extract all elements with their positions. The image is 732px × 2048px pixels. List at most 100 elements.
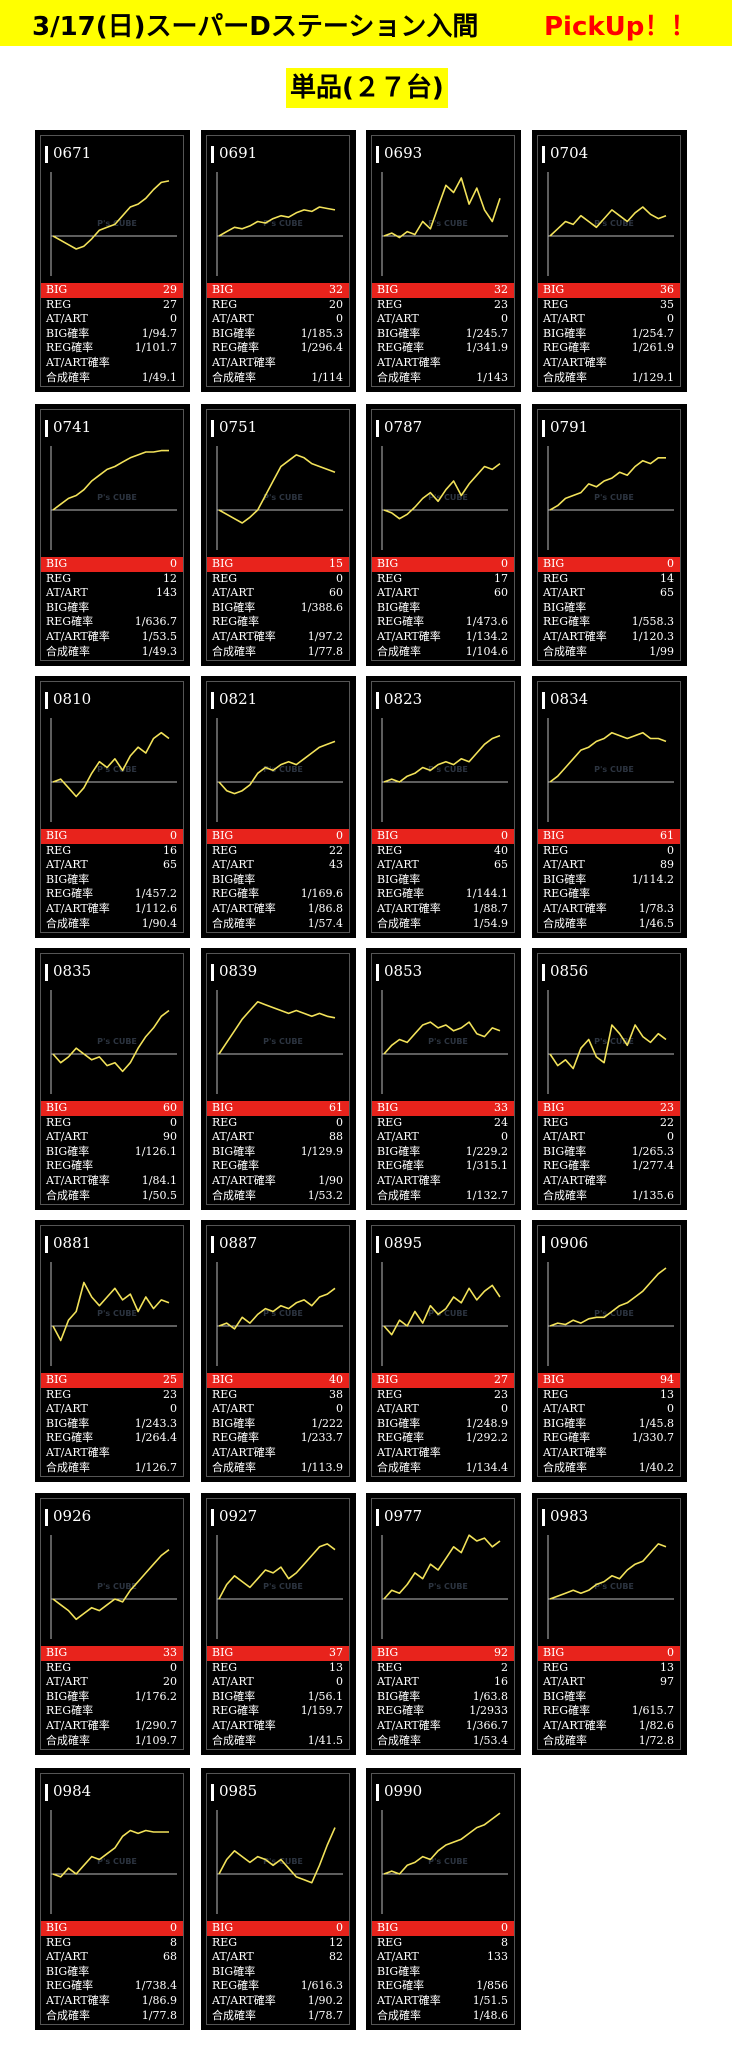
stat-label: REG xyxy=(212,571,238,585)
stat-label: 合成確率 xyxy=(46,370,90,384)
stat-value: 60 xyxy=(329,586,343,600)
stat-row: REG 38 xyxy=(207,1388,349,1403)
machine-number: 0741 xyxy=(53,418,92,436)
stat-label: AT/ART確率 xyxy=(46,1173,110,1187)
stat-value: 1/341.9 xyxy=(465,341,508,355)
stat-value: 1/264.4 xyxy=(134,1431,177,1445)
stat-row: REG 17 xyxy=(372,572,514,587)
payout-graph: P's CUBE xyxy=(542,1531,676,1643)
stat-row: AT/ART 133 xyxy=(372,1950,514,1965)
stat-value: 0 xyxy=(667,557,674,570)
stats-table: BIG 61 REG 0 AT/ART 89 BIG確率 1/114.2 REG確率 AT/ART… xyxy=(538,829,680,931)
stat-row: AT/ART 43 xyxy=(207,858,349,873)
stat-value: 133 xyxy=(487,1950,508,1964)
stat-label: REG xyxy=(543,571,569,585)
stat-label: BIG xyxy=(46,1101,68,1114)
stat-label: REG確率 xyxy=(212,341,260,355)
stat-row: 合成確率 1/57.4 xyxy=(207,917,349,932)
payout-line xyxy=(549,731,667,783)
stat-value: 1/113.9 xyxy=(300,1460,343,1474)
number-marker xyxy=(45,1236,48,1253)
machine-number: 0895 xyxy=(384,1234,423,1252)
payout-line xyxy=(52,731,170,798)
payout-graph: P's CUBE xyxy=(211,442,345,554)
payout-line xyxy=(52,449,169,511)
stat-row: 合成確率 1/99 xyxy=(538,645,680,660)
card-frame: 0853 P's CUBE BIG 33 REG 24 AT/ART 0 BIG確率 1/229.… xyxy=(371,953,515,1205)
stat-value: 0 xyxy=(667,843,674,857)
stat-row: AT/ART確率 1/86.9 xyxy=(41,1994,183,2009)
payout-line xyxy=(218,1543,336,1600)
stat-row: BIG確率 xyxy=(538,601,680,616)
machine-number: 0834 xyxy=(550,690,589,708)
stat-row: 合成確率 1/78.7 xyxy=(207,2009,349,2024)
stat-row: BIG確率 xyxy=(372,1965,514,1980)
stat-label: AT/ART xyxy=(543,1402,585,1416)
watermark-logo: P's CUBE xyxy=(97,1037,137,1046)
stat-label: AT/ART確率 xyxy=(543,901,607,915)
stat-label: AT/ART確率 xyxy=(46,901,110,915)
stat-value: 65 xyxy=(163,858,177,872)
stat-row: BIG確率 1/229.2 xyxy=(372,1145,514,1160)
stat-value: 1/254.7 xyxy=(631,326,674,340)
machine-card: 0839 P's CUBE BIG 61 REG 0 AT/ART 88 BIG確率 1/129.… xyxy=(201,948,356,1210)
stat-row: BIG 60 xyxy=(41,1101,183,1116)
card-frame: 0835 P's CUBE BIG 60 REG 0 AT/ART 90 BIG確率 1/126.… xyxy=(40,953,184,1205)
number-marker xyxy=(542,692,545,709)
stat-value: 97 xyxy=(660,1675,674,1689)
card-frame: 0927 P's CUBE BIG 37 REG 13 AT/ART 0 BIG確率 1/56.1… xyxy=(206,1498,350,1750)
stat-value: 8 xyxy=(501,1935,508,1949)
watermark-logo: P's CUBE xyxy=(594,493,634,502)
stat-value: 61 xyxy=(329,1101,343,1114)
stat-label: REG確率 xyxy=(46,1979,94,1993)
stat-row: REG確率 xyxy=(41,1159,183,1174)
stat-label: 合成確率 xyxy=(46,2008,90,2022)
stat-row: REG確率 1/856 xyxy=(372,1979,514,1994)
stat-value: 0 xyxy=(501,1921,508,1934)
payout-line xyxy=(52,1281,170,1342)
stats-table: BIG 0 REG 14 AT/ART 65 BIG確率 REG確率 1/558.3 AT/ART… xyxy=(538,557,680,659)
stat-value: 37 xyxy=(329,1646,343,1659)
stat-value: 1/856 xyxy=(476,1979,508,1993)
stat-value: 88 xyxy=(329,1130,343,1144)
watermark-logo: P's CUBE xyxy=(263,219,303,228)
stat-value: 1/134.2 xyxy=(465,629,508,643)
stat-value: 1/129.9 xyxy=(300,1144,343,1158)
stat-value: 1/292.2 xyxy=(465,1431,508,1445)
stats-table: BIG 23 REG 22 AT/ART 0 BIG確率 1/265.3 REG確率 1/277.… xyxy=(538,1101,680,1203)
stat-row: REG 22 xyxy=(207,844,349,859)
stat-row: REG確率 1/101.7 xyxy=(41,341,183,356)
section-title: 単品(２７台) xyxy=(286,68,448,108)
stat-value: 1/99 xyxy=(649,644,674,658)
stat-value: 68 xyxy=(163,1950,177,1964)
card-frame: 0704 P's CUBE BIG 36 REG 35 AT/ART 0 BIG確率 1/254.… xyxy=(537,135,681,387)
stat-label: REG xyxy=(46,1387,72,1401)
machine-grid: 0671 P's CUBE BIG 29 REG 27 AT/ART 0 BIG確率 1/94.7… xyxy=(35,130,727,2048)
stat-value: 22 xyxy=(660,1115,674,1129)
stat-label: AT/ART xyxy=(377,312,419,326)
stat-row: AT/ART 88 xyxy=(207,1130,349,1145)
stat-value: 1/53.4 xyxy=(472,1733,508,1747)
stat-label: AT/ART確率 xyxy=(46,629,110,643)
stat-value: 1/315.1 xyxy=(465,1159,508,1173)
stat-label: AT/ART xyxy=(543,858,585,872)
payout-graph: P's CUBE xyxy=(45,1258,179,1370)
stat-row: BIG 36 xyxy=(538,283,680,298)
stat-row: AT/ART確率 1/84.1 xyxy=(41,1174,183,1189)
stat-label: 合成確率 xyxy=(377,916,421,930)
payout-graph: P's CUBE xyxy=(376,986,510,1098)
stat-row: REG確率 1/264.4 xyxy=(41,1431,183,1446)
stat-row: AT/ART 68 xyxy=(41,1950,183,1965)
stat-label: AT/ART確率 xyxy=(212,901,276,915)
stat-row: REG確率 1/457.2 xyxy=(41,887,183,902)
stat-label: AT/ART xyxy=(46,858,88,872)
machine-number: 0835 xyxy=(53,962,92,980)
stat-row: BIG 0 xyxy=(538,557,680,572)
stat-label: REG xyxy=(377,1935,403,1949)
watermark-logo: P's CUBE xyxy=(594,219,634,228)
machine-card: 0751 P's CUBE BIG 15 REG 0 AT/ART 60 BIG確率 1/388.… xyxy=(201,404,356,666)
stat-row: REG 40 xyxy=(372,844,514,859)
stat-row: BIG 33 xyxy=(41,1646,183,1661)
machine-card: 0704 P's CUBE BIG 36 REG 35 AT/ART 0 BIG確率 1/254.… xyxy=(532,130,687,392)
stat-value: 0 xyxy=(667,1130,674,1144)
